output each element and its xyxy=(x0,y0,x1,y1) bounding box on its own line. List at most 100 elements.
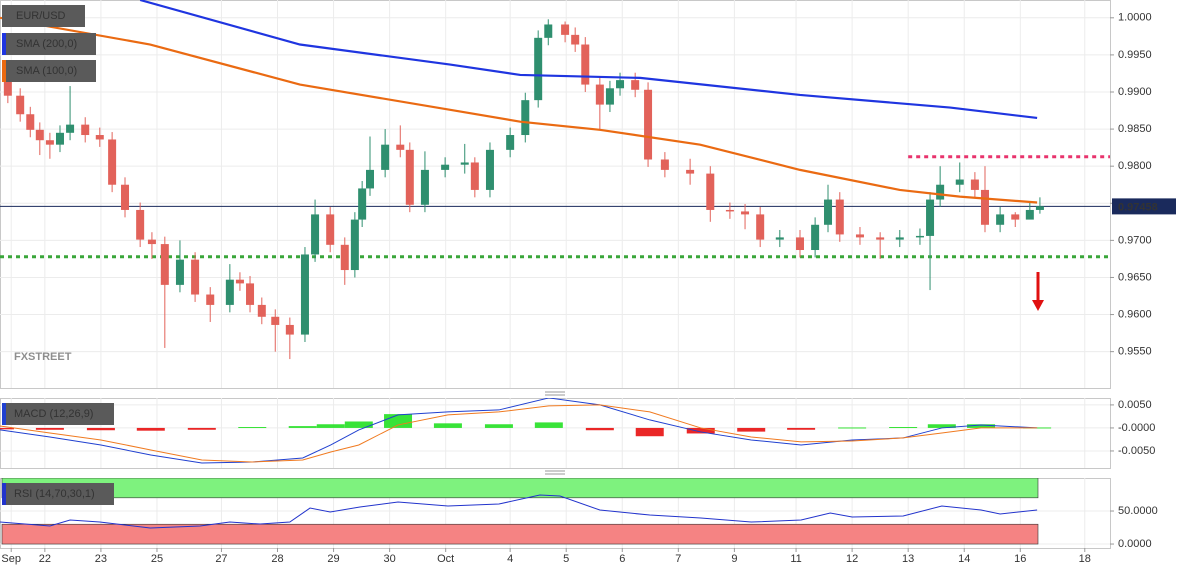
x-tick-label: 27 xyxy=(215,553,227,565)
candle-body xyxy=(246,283,255,305)
x-tick-label: 12 xyxy=(846,553,858,565)
candle-body xyxy=(396,144,405,150)
candle-body xyxy=(571,34,580,45)
y-tick-label: 0.9950 xyxy=(1118,49,1152,61)
candle-body xyxy=(895,237,904,240)
x-tick-label: 30 xyxy=(383,553,395,565)
legend-label: SMA (100,0) xyxy=(16,65,77,77)
histogram-bar xyxy=(787,427,816,430)
histogram-bar xyxy=(238,427,267,429)
legend-swatch xyxy=(2,33,6,55)
histogram-bar xyxy=(585,427,614,431)
price-label-bg xyxy=(1112,198,1176,215)
x-tick-label: 22 xyxy=(39,553,51,565)
histogram-bar xyxy=(187,427,216,430)
x-tick-label: Sep xyxy=(1,553,21,565)
panel-resize-handle[interactable] xyxy=(545,391,565,396)
candle-body xyxy=(741,211,750,215)
candle-body xyxy=(121,184,130,210)
histogram-bar xyxy=(686,427,715,434)
candle-body xyxy=(605,88,614,105)
y-tick-label: 0.9850 xyxy=(1118,123,1152,135)
legend-swatch xyxy=(2,60,6,82)
plot-area xyxy=(0,398,1110,468)
sma-line xyxy=(0,16,1038,204)
x-tick-label: 11 xyxy=(790,553,801,565)
panel-resize-handle[interactable] xyxy=(545,470,565,475)
x-tick-label: 4 xyxy=(507,553,513,565)
x-tick-label: 18 xyxy=(1079,553,1091,565)
histogram-bar xyxy=(288,426,317,428)
candle-body xyxy=(970,179,979,190)
candle-body xyxy=(795,237,804,251)
x-tick-label: 28 xyxy=(271,553,283,565)
indicator-title: RSI (14,70,30,1) xyxy=(14,488,95,500)
candle-body xyxy=(756,214,765,240)
histogram-bar xyxy=(889,427,918,429)
candle-body xyxy=(311,214,320,255)
histogram-bar xyxy=(484,424,513,428)
candle-body xyxy=(506,135,515,150)
rsi-band xyxy=(1,478,1039,499)
candle-body xyxy=(631,80,640,90)
price-label: 0.97458 xyxy=(1118,201,1158,213)
x-tick-label: 5 xyxy=(563,553,569,565)
candle-body xyxy=(706,173,715,210)
y-tick-label: 0.0000 xyxy=(1118,538,1152,550)
candle-body xyxy=(45,140,54,145)
histogram-bar xyxy=(433,423,462,428)
candle-body xyxy=(855,234,864,238)
candle-body xyxy=(3,80,12,96)
price-panel xyxy=(0,0,1111,389)
macd-line xyxy=(0,404,1038,463)
panel-macd: 0.0050 -0.0000 -0.0050 MACD (12,26,9) xyxy=(0,398,1155,468)
candle-body xyxy=(26,114,35,130)
candle-body xyxy=(405,149,414,205)
candle-body xyxy=(147,239,156,245)
indicator-title: MACD (12,26,9) xyxy=(14,408,93,420)
x-tick-label: 13 xyxy=(902,553,914,565)
candle-body xyxy=(470,162,479,190)
x-tick-label: 14 xyxy=(958,553,970,565)
candle-body xyxy=(725,209,734,212)
candle-body xyxy=(1025,209,1034,220)
y-tick-label: 0.9800 xyxy=(1118,160,1152,172)
histogram-bar xyxy=(316,424,345,428)
y-tick-label: -0.0050 xyxy=(1118,445,1155,457)
candle-body xyxy=(340,244,349,271)
candle-body xyxy=(581,44,590,85)
y-tick-label: -0.0000 xyxy=(1118,422,1155,434)
candle-body xyxy=(936,184,945,200)
histogram-bar xyxy=(136,427,165,431)
candle-body xyxy=(257,304,266,317)
candle-body xyxy=(160,244,169,285)
candle-body xyxy=(16,95,25,115)
legend-label: SMA (200,0) xyxy=(16,38,77,50)
x-tick-label: 6 xyxy=(619,553,625,565)
candle-body xyxy=(358,188,367,220)
indicator-title-bg xyxy=(2,483,114,505)
candle-body xyxy=(235,279,244,284)
candle-body xyxy=(108,139,117,185)
histogram-bar xyxy=(86,427,115,431)
candle-body xyxy=(350,219,359,271)
candle-body xyxy=(595,84,604,105)
candle-body xyxy=(81,124,90,136)
candle-body xyxy=(66,124,75,133)
candle-body xyxy=(366,169,374,189)
histogram-bar xyxy=(635,427,664,437)
candle-body xyxy=(206,294,215,305)
candle-body xyxy=(175,259,184,285)
candle-body xyxy=(420,169,429,205)
histogram-bar xyxy=(384,414,413,428)
candle-body xyxy=(285,324,294,335)
candle-body xyxy=(644,89,653,160)
y-tick-label: 0.9600 xyxy=(1118,308,1152,320)
candle-body xyxy=(225,279,234,305)
candle-body xyxy=(915,235,924,238)
candle-body xyxy=(300,254,309,335)
panel-rsi: 50.0000 0.0000 RSI (14,70,30,1) Sep 22 23 25 27… xyxy=(0,478,1158,565)
candle-body xyxy=(326,214,335,245)
candle-body xyxy=(686,169,695,174)
